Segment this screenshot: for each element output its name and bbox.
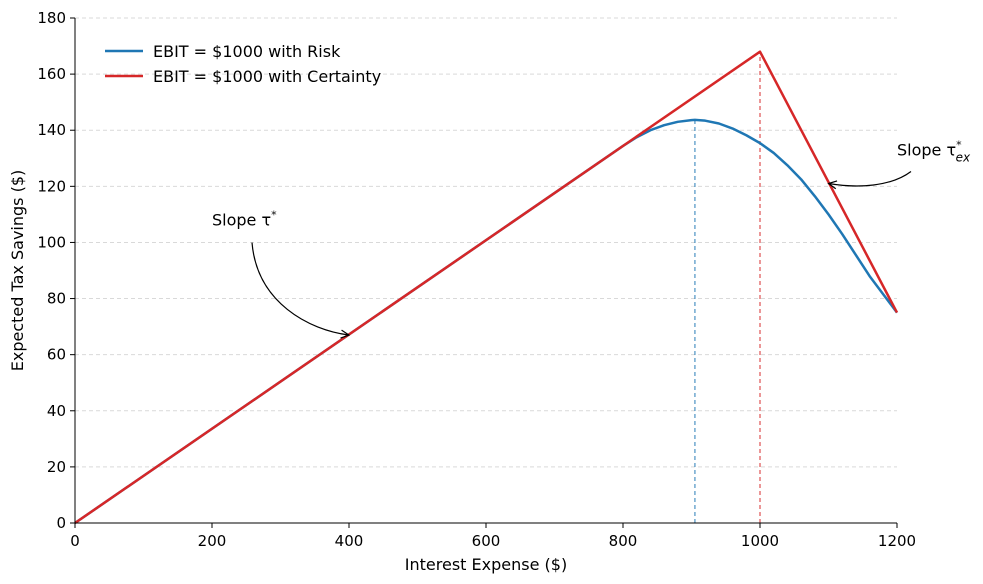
legend-label-risk: EBIT = $1000 with Risk <box>153 42 341 61</box>
annotations: Slope τ* Slope τ* ex <box>212 138 971 335</box>
legend: EBIT = $1000 with Risk EBIT = $1000 with… <box>105 42 381 86</box>
axes <box>74 18 897 524</box>
y-tick-label-80: 80 <box>47 290 66 308</box>
tick-labels: 0 200 400 600 800 1000 1200 0 20 40 60 80 100 120 140 1… <box>37 9 916 550</box>
y-tick-label-60: 60 <box>47 346 66 364</box>
y-tick-label-100: 100 <box>37 233 66 251</box>
legend-label-certainty: EBIT = $1000 with Certainty <box>153 67 381 86</box>
series-line-0 <box>74 118 898 525</box>
y-tick-label-20: 20 <box>47 458 66 476</box>
x-tick-label-1000: 1000 <box>741 532 779 550</box>
grid <box>75 17 897 468</box>
series-lines <box>74 50 899 525</box>
x-tick-label-400: 400 <box>335 532 364 550</box>
x-tick-label-600: 600 <box>472 532 501 550</box>
annotation-arrow-0 <box>251 242 349 335</box>
x-tick-label-800: 800 <box>609 532 638 550</box>
y-tick-label-160: 160 <box>37 65 66 83</box>
y-tick-label-180: 180 <box>37 9 66 27</box>
x-tick-label-0: 0 <box>70 532 80 550</box>
y-tick-label-0: 0 <box>56 514 66 532</box>
y-axis-label: Expected Tax Savings ($) <box>8 170 27 371</box>
annotation-label-0: Slope τ* <box>212 209 277 230</box>
x-tick-label-200: 200 <box>198 532 227 550</box>
reference-lines <box>694 51 761 523</box>
x-axis-label: Interest Expense ($) <box>405 555 567 574</box>
y-tick-label-140: 140 <box>37 121 66 139</box>
annotation-label-1: Slope τ* ex <box>897 138 971 164</box>
y-tick-label-40: 40 <box>47 402 66 420</box>
x-tick-label-1200: 1200 <box>878 532 916 550</box>
annotation-arrow-1 <box>829 170 912 185</box>
y-tick-label-120: 120 <box>37 177 66 195</box>
series-line-1 <box>74 50 899 525</box>
